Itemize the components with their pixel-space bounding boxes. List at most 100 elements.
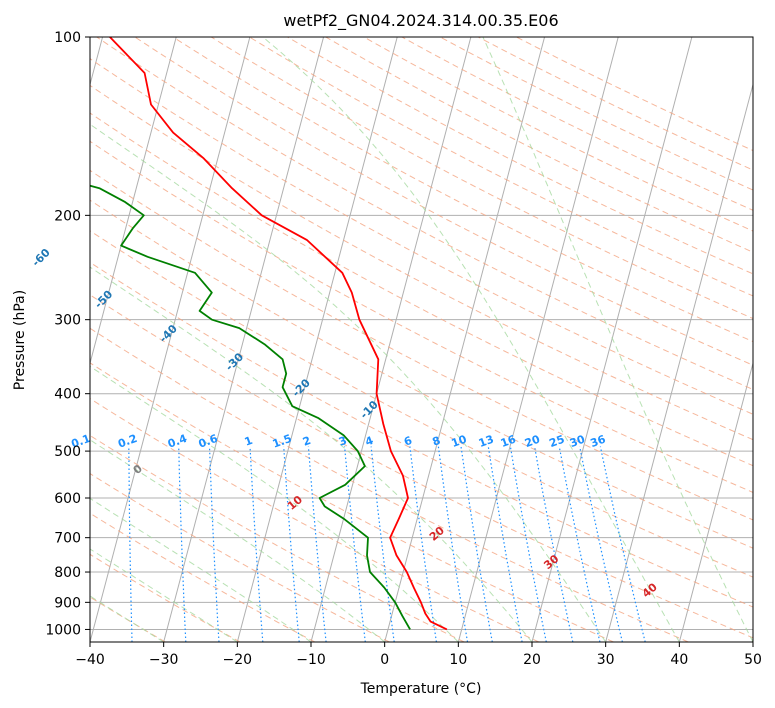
isotherm-line	[531, 37, 693, 642]
mixing-ratio-line	[509, 446, 547, 642]
moist-adiabat-label: 30	[541, 552, 561, 572]
dry-adiabat-line	[90, 261, 753, 608]
mixing-ratio-line	[409, 446, 437, 642]
isotherm-label: -30	[223, 350, 246, 373]
mixing-ratio-label: 3	[337, 434, 349, 449]
dry-adiabat-line	[439, 37, 753, 191]
dry-adiabat-line	[90, 553, 241, 642]
mixing-ratio-label: 0.4	[166, 432, 189, 451]
isotherm-line	[163, 37, 325, 642]
dry-adiabat-line	[95, 37, 753, 390]
mixing-ratio-label: 13	[477, 433, 496, 450]
plot-frame	[89, 36, 754, 643]
mixing-ratio-line	[599, 446, 646, 642]
isotherm-label: -50	[92, 288, 115, 311]
mixing-ratio-label: 6	[402, 434, 414, 449]
mixing-ratio-line	[487, 446, 523, 642]
isotherm-line	[384, 37, 546, 642]
moist-adiabat-label: 40	[640, 580, 660, 600]
x-tick-label: 10	[449, 652, 467, 668]
moist-adiabat-line	[90, 548, 238, 642]
moist-adiabat-line	[482, 37, 753, 642]
mixing-ratio-line	[370, 446, 395, 642]
dry-adiabat-line	[90, 230, 753, 578]
y-tick-label: 900	[54, 595, 81, 611]
mixing-ratio-label: 20	[523, 432, 542, 450]
dry-adiabat-line	[515, 37, 753, 152]
y-tick-label: 200	[54, 208, 81, 224]
mixing-ratio-label: 2	[301, 434, 313, 449]
dry-adiabat-line	[90, 84, 753, 441]
mixing-ratio-label: 0.2	[116, 432, 139, 451]
dry-adiabat-line	[90, 434, 465, 642]
dry-adiabat-line	[90, 112, 753, 467]
mixing-ratio-label: 0.6	[197, 432, 220, 451]
axis-ticks: −40 −30 −20 −10 0 10 20 30 40 5010020030040050060…	[45, 30, 762, 668]
isotherm-line	[678, 361, 753, 642]
dry-adiabat-line	[90, 512, 315, 642]
mixing-ratio-label: 0.1	[70, 432, 93, 451]
mixing-ratio-line	[178, 446, 187, 642]
mixing-ratio-label: 36	[589, 432, 608, 450]
isotherm-label: -60	[29, 246, 52, 269]
mixing-ratio-line	[579, 446, 623, 642]
isotherm-line	[752, 640, 753, 642]
mixing-ratio-line	[208, 446, 220, 642]
dry-adiabat-line	[90, 362, 614, 642]
dry-adiabat-line	[90, 473, 390, 642]
y-tick-label: 500	[54, 444, 81, 460]
isotherm-line	[236, 37, 398, 642]
mixing-ratio-line	[283, 446, 300, 642]
mixing-ratio-line	[249, 446, 264, 642]
y-tick-label: 800	[54, 565, 81, 581]
mixing-ratio-label: 1.5	[271, 432, 294, 451]
mixing-ratio-label: 25	[548, 433, 567, 450]
x-tick-label: −10	[296, 652, 326, 668]
mixing-ratio-line	[128, 446, 133, 642]
isotherm-line	[605, 82, 753, 642]
isotherm-line	[90, 37, 177, 366]
mixing-ratio-label: 4	[364, 434, 376, 449]
dry-adiabat-line	[90, 58, 753, 415]
mixing-ratio-line	[82, 447, 83, 643]
y-tick-label: 300	[54, 313, 81, 329]
dry-adiabat-line	[134, 37, 753, 366]
x-tick-label: 30	[597, 652, 615, 668]
moist-adiabat-line	[90, 365, 459, 642]
x-tick-label: 20	[523, 652, 541, 668]
mixing-ratio-line	[344, 446, 366, 642]
mixing-ratio-line	[307, 446, 327, 642]
x-tick-label: −30	[149, 652, 179, 668]
dewpoint-trace	[90, 184, 411, 630]
x-tick-label: 50	[744, 652, 762, 668]
dry-adiabat-line	[210, 37, 753, 320]
x-tick-label: −40	[75, 652, 105, 668]
x-tick-label: −20	[223, 652, 253, 668]
moist-adiabat-line	[90, 439, 386, 642]
isotherm-line	[310, 37, 472, 642]
isotherm-line	[90, 37, 251, 642]
x-tick-label: 0	[380, 652, 389, 668]
moist-adiabat-line	[90, 123, 607, 642]
mixing-ratio-line	[558, 446, 601, 642]
dry-adiabat-line	[90, 140, 753, 493]
mixing-ratio-line	[460, 446, 493, 642]
mixing-ratio-label: 10	[450, 432, 469, 450]
y-tick-label: 100	[54, 30, 81, 46]
dry-adiabat-line	[90, 327, 689, 642]
y-axis-label: Pressure (hPa)	[12, 290, 28, 390]
dry-adiabat-line	[90, 169, 753, 521]
dry-adiabat-line	[90, 199, 753, 549]
isotherm-label: -20	[290, 376, 313, 399]
mixing-ratio-label: 1	[243, 434, 255, 449]
y-tick-label: 1000	[45, 622, 81, 638]
moist-adiabat-line	[262, 37, 680, 642]
moist-adiabat-line	[90, 497, 312, 642]
isotherm-label: -40	[157, 322, 180, 345]
y-tick-label: 600	[54, 491, 81, 507]
chart-title: wetPf2_GN04.2024.314.00.35.E06	[283, 11, 558, 31]
mixing-ratio-label: 30	[568, 432, 587, 450]
y-tick-label: 400	[54, 387, 81, 403]
